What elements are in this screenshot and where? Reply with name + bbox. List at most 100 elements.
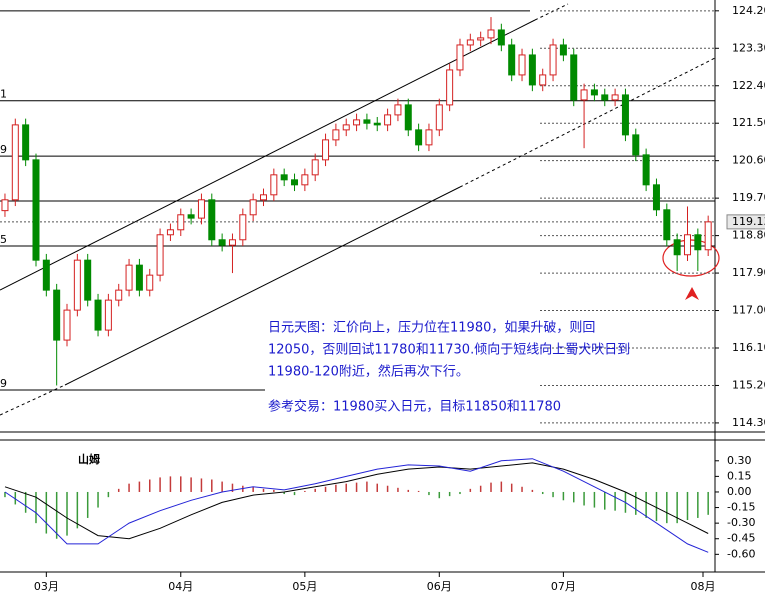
x-tick-label: 07月 (551, 580, 576, 593)
candle-body (125, 264, 133, 291)
candle-body (32, 159, 40, 261)
level-label: 9 (0, 377, 7, 390)
y-tick-label: 116.10 (732, 341, 765, 354)
arrow (685, 287, 699, 300)
candle-body (518, 54, 526, 76)
candle-body (280, 174, 288, 181)
y-tick-label: 0.00 (727, 485, 752, 498)
candle-body (549, 44, 557, 76)
candle-body (580, 89, 588, 101)
candle-body (425, 129, 433, 146)
y-tick-label: 121.50 (732, 116, 765, 129)
candle-body (322, 139, 330, 161)
candle-body (632, 134, 640, 156)
y-tick-label: 117.90 (732, 266, 765, 279)
candle-body (363, 119, 371, 124)
candle-body (94, 299, 102, 331)
level-label: 5 (0, 233, 7, 246)
y-tick-label: 0.30 (727, 454, 752, 467)
annotation: 日元天图：汇价向上，压力位在11980，如果升破，则回 (268, 320, 595, 336)
level-label: 1 (0, 88, 7, 101)
candle-body (291, 179, 299, 186)
y-tick-label: -0.15 (727, 501, 755, 514)
candle-body (73, 259, 81, 311)
candle-body (104, 299, 112, 331)
candle-body (156, 234, 164, 276)
y-tick-label: 117.00 (732, 304, 765, 317)
candle-body (1, 199, 9, 212)
macd-line (4, 458, 709, 553)
candle-body (477, 37, 485, 41)
candle-body (197, 199, 205, 219)
candle-body (404, 104, 412, 131)
candle-body (42, 259, 50, 291)
candle-body (508, 44, 516, 76)
candle-body (497, 29, 505, 46)
candle-body (84, 259, 92, 301)
y-tick-label: 114.30 (732, 416, 765, 429)
highlight-circle (662, 239, 720, 277)
y-tick-label: -0.30 (727, 516, 755, 529)
x-tick-label: 04月 (168, 580, 193, 593)
candle-body (53, 289, 61, 341)
candle-body (270, 174, 278, 196)
candle-body (249, 199, 257, 216)
level-label: 9 (0, 143, 7, 156)
x-tick-label: 08月 (691, 580, 716, 593)
y-tick-label: 118.80 (732, 229, 765, 242)
candle-body (559, 44, 567, 56)
y-tick-label: 0.15 (727, 469, 752, 482)
candle-body (342, 124, 350, 131)
candle-body (187, 214, 195, 219)
candle-body (177, 214, 185, 231)
candle-body (694, 234, 702, 251)
candle-body (415, 129, 423, 146)
candle-body (466, 39, 474, 46)
candle-body (135, 264, 143, 291)
candle-body (228, 239, 236, 246)
candle-body (22, 124, 30, 161)
y-tick-label: 122.40 (732, 79, 765, 92)
candle-body (673, 239, 681, 256)
candle-body (446, 69, 454, 106)
last-price-label: 119.13 (732, 215, 765, 228)
panel-title: 山姆 (78, 452, 100, 466)
candle-body (683, 234, 691, 256)
candle-body (704, 221, 712, 251)
candle-body (394, 104, 402, 116)
candle-body (166, 229, 174, 236)
candle-body (528, 54, 536, 86)
candle-body (652, 184, 660, 211)
annotation: 参考交易：11980买入日元，目标11850和11780 (268, 399, 561, 415)
x-tick-label: 03月 (34, 580, 59, 593)
channel-line (534, 3, 569, 21)
x-tick-label: 06月 (427, 580, 452, 593)
candle-body (590, 89, 598, 96)
candle-body (435, 104, 443, 131)
macd-panel: 山姆 0.30 0.15 0.00 -0.15 -0.30 -0.45 -0.60 03月 04月… (4, 452, 755, 593)
last-price-box (726, 214, 765, 230)
channel-line (0, 19, 536, 291)
candle-body (11, 124, 19, 201)
candle-body (218, 239, 226, 246)
candle-body (642, 154, 650, 186)
candle-body (332, 129, 340, 141)
annotation: 11980-120附近，然后再次下行。 (268, 364, 469, 380)
candle-body (115, 289, 123, 301)
macd-line (4, 462, 709, 540)
candle-body (487, 29, 495, 39)
candle-body (353, 119, 361, 126)
candle-body (311, 159, 319, 176)
y-tick-label: 124.20 (732, 4, 765, 17)
candle-body (611, 94, 619, 101)
candle-body (373, 122, 381, 126)
candle-body (208, 199, 216, 241)
annotation: 12050，否则回试11780和11730.倾向于短线向上蜀犬吠日到 (268, 342, 630, 358)
candle-body (239, 214, 247, 241)
y-tick-label: -0.60 (727, 547, 755, 560)
candle-body (621, 94, 629, 136)
y-tick-label: 115.20 (732, 378, 765, 391)
channel-lines (0, 3, 716, 416)
